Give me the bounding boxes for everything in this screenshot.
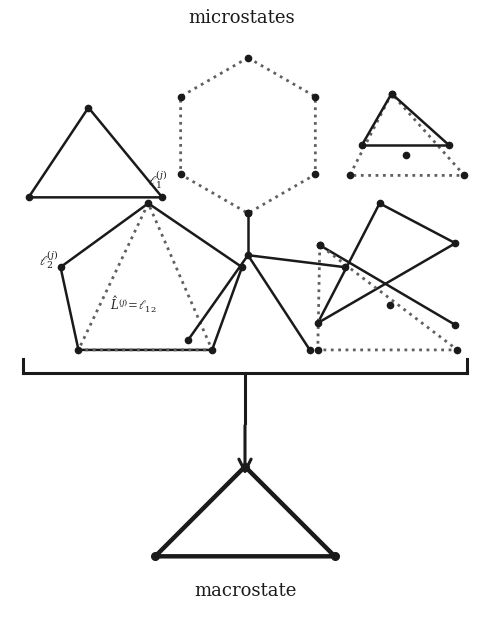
- Text: $\hat{L}^{(j)}\!=\!\ell_{12}$: $\hat{L}^{(j)}\!=\!\ell_{12}$: [111, 295, 157, 315]
- Text: macrostate: macrostate: [194, 582, 296, 600]
- Text: $\ell_2^{(j)}$: $\ell_2^{(j)}$: [39, 249, 58, 271]
- Text: microstates: microstates: [188, 9, 295, 27]
- Text: $\ell_1^{(j)}$: $\ell_1^{(j)}$: [148, 170, 168, 191]
